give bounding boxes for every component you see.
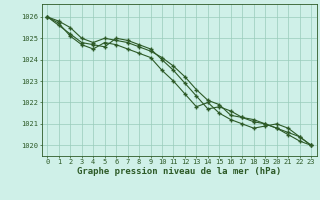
- X-axis label: Graphe pression niveau de la mer (hPa): Graphe pression niveau de la mer (hPa): [77, 167, 281, 176]
